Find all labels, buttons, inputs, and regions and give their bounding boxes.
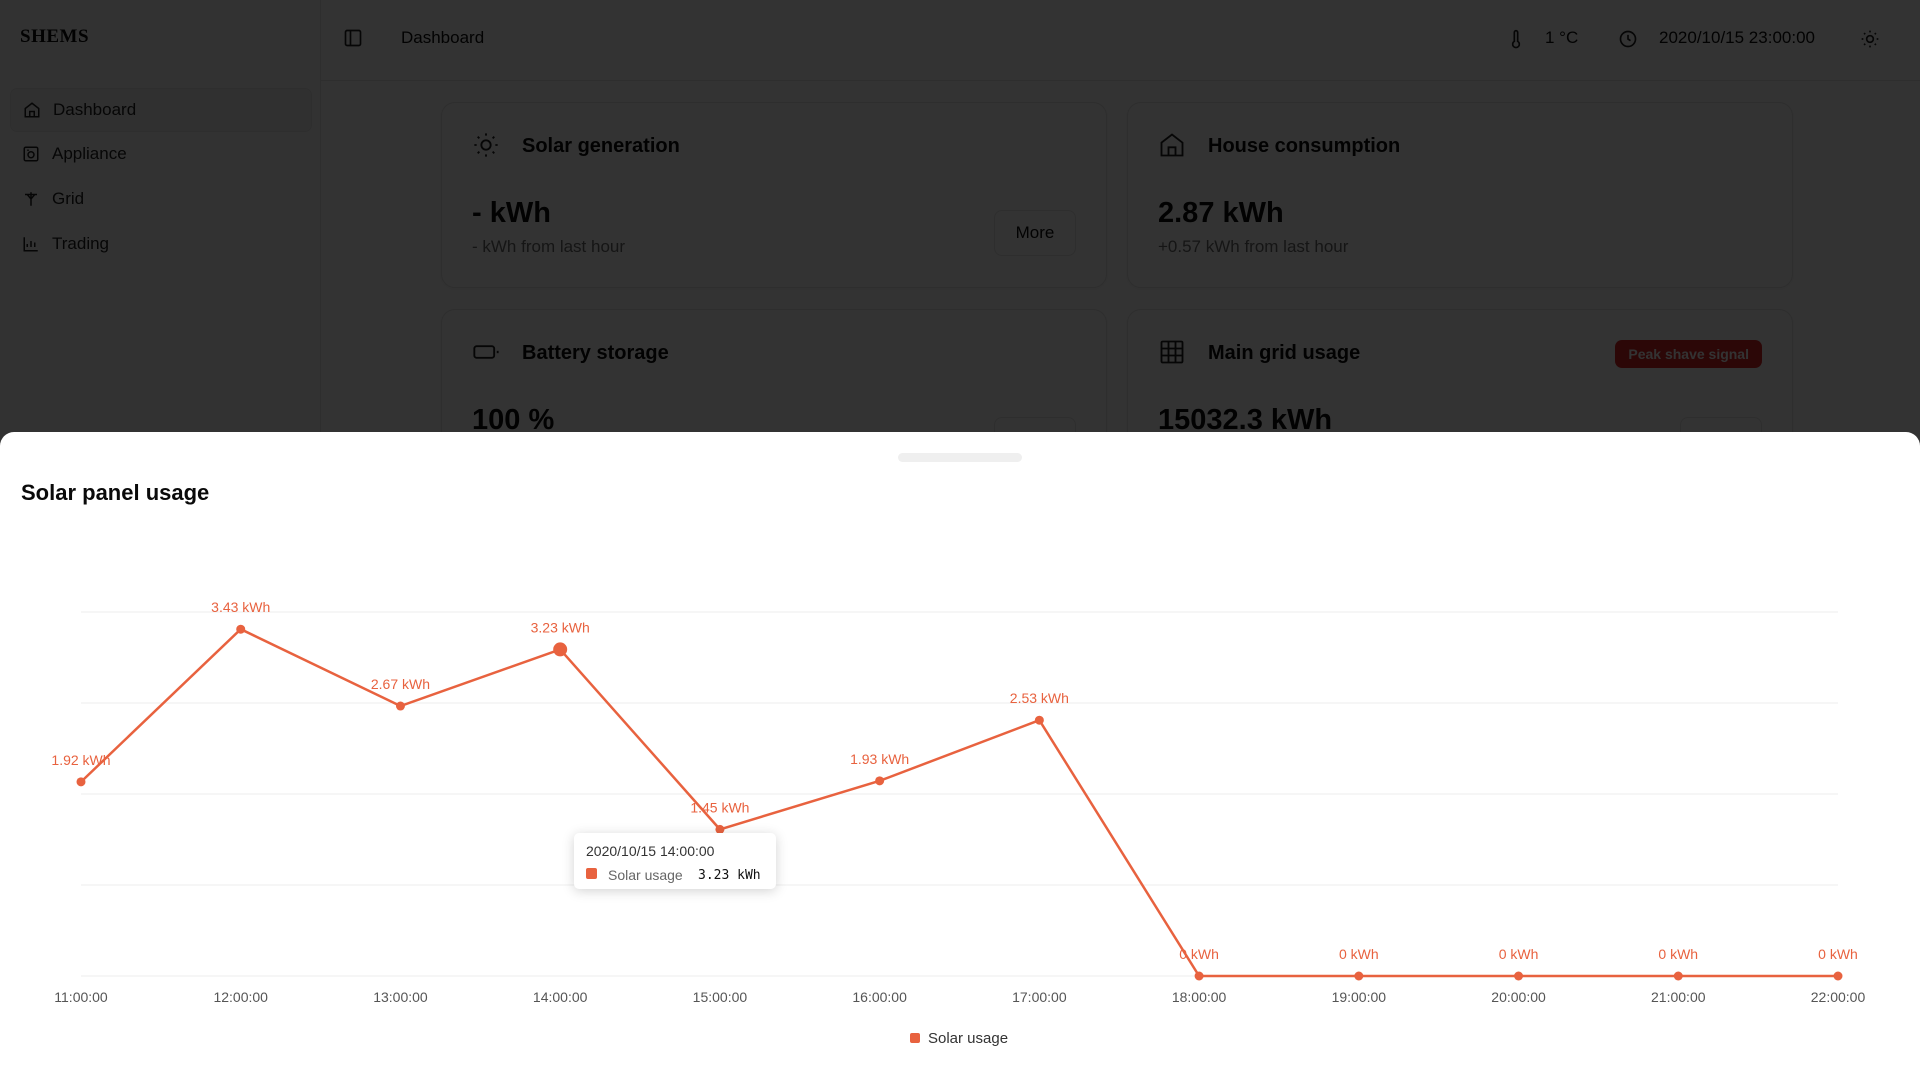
- legend-swatch: [910, 1033, 920, 1043]
- data-point: [553, 642, 568, 657]
- data-label: 3.43 kWh: [211, 599, 270, 615]
- x-tick-label: 11:00:00: [54, 989, 108, 1005]
- data-point: [1514, 971, 1524, 981]
- data-label: 1.45 kWh: [690, 799, 749, 815]
- x-tick-label: 12:00:00: [213, 989, 268, 1005]
- x-tick-label: 16:00:00: [852, 989, 907, 1005]
- data-label: 2.67 kWh: [371, 676, 430, 692]
- sheet-handle[interactable]: [898, 453, 1022, 462]
- data-label: 0 kWh: [1179, 946, 1219, 962]
- chart: 11:00:00 12:00:00 13:00:00 14:00:00 15:00:00…: [51, 599, 1866, 1047]
- tooltip-title: 2020/10/15 14:00:00: [586, 843, 715, 859]
- series-line: [80, 627, 1838, 978]
- x-tick-label: 20:00:00: [1491, 989, 1546, 1005]
- x-tick-label: 13:00:00: [373, 989, 428, 1005]
- data-point: [1354, 971, 1364, 981]
- data-point: [76, 777, 86, 787]
- tooltip-label: Solar usage: [608, 867, 683, 883]
- x-tick-label: 21:00:00: [1651, 989, 1706, 1005]
- data-label: 0 kWh: [1658, 946, 1698, 962]
- x-tick-label: 17:00:00: [1012, 989, 1067, 1005]
- data-label: 0 kWh: [1818, 946, 1858, 962]
- data-point: [1194, 971, 1204, 981]
- data-point: [715, 824, 725, 834]
- x-tick-label: 14:00:00: [533, 989, 588, 1005]
- data-label: 0 kWh: [1339, 946, 1379, 962]
- x-tick-label: 19:00:00: [1332, 989, 1387, 1005]
- data-label: 1.92 kWh: [51, 752, 110, 768]
- data-label: 2.53 kWh: [1010, 690, 1069, 706]
- legend-label: Solar usage: [928, 1030, 1008, 1047]
- data-point: [1673, 971, 1683, 981]
- data-point: [395, 701, 405, 711]
- tooltip: 2020/10/15 14:00:00 Solar usage 3.23 kWh: [574, 833, 776, 889]
- bottom-sheet: Solar panel usage 11:00:00 12:00:00 13:00:…: [0, 432, 1920, 1080]
- tooltip-swatch: [586, 868, 597, 879]
- data-label: 3.23 kWh: [531, 619, 590, 635]
- x-tick-label: 18:00:00: [1172, 989, 1227, 1005]
- x-tick-label: 15:00:00: [693, 989, 748, 1005]
- data-label: 1.93 kWh: [850, 751, 909, 767]
- tooltip-value: 3.23 kWh: [698, 868, 761, 883]
- x-tick-label: 22:00:00: [1811, 989, 1866, 1005]
- data-label: 0 kWh: [1499, 946, 1539, 962]
- data-point: [875, 776, 885, 786]
- data-point: [1034, 715, 1044, 725]
- data-point: [1833, 971, 1843, 981]
- sheet-title: Solar panel usage: [21, 480, 210, 505]
- data-point: [236, 624, 246, 634]
